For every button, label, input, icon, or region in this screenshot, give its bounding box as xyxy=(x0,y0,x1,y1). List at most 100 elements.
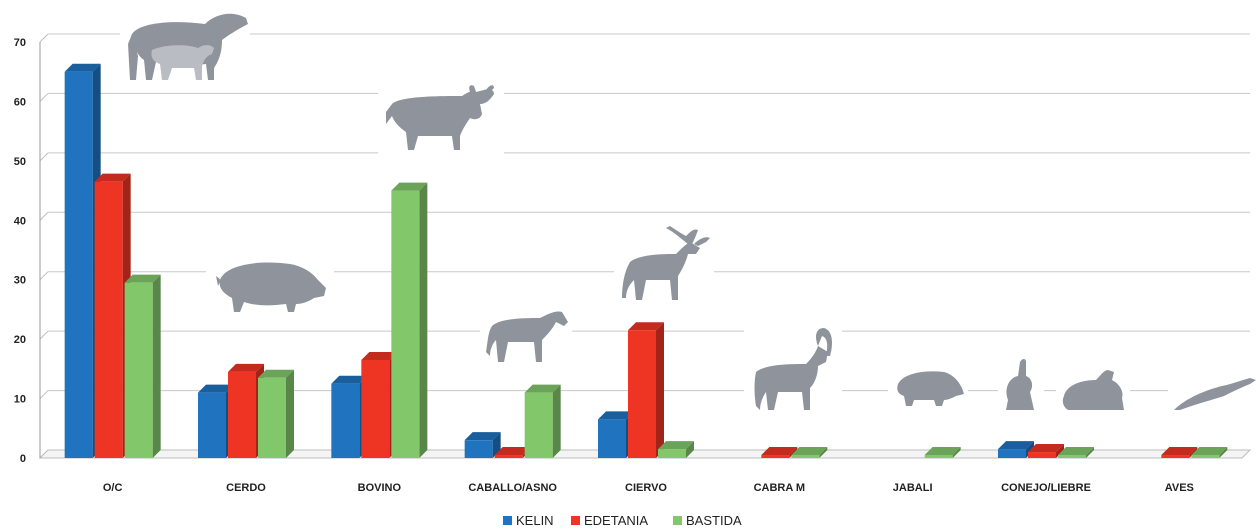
legend-item-bastida: BASTIDA xyxy=(673,513,742,528)
bar-front xyxy=(998,449,1026,458)
bar-top xyxy=(1028,444,1064,453)
bar-front xyxy=(1191,455,1220,458)
bar-side xyxy=(1086,447,1094,458)
hare-icon xyxy=(998,356,1044,414)
y-tick-label: 30 xyxy=(14,275,26,287)
bar-top xyxy=(598,411,634,420)
x-category-label: CABRA M xyxy=(754,482,806,494)
bar-top xyxy=(64,63,101,72)
bull-icon xyxy=(378,82,504,154)
bar-front xyxy=(1161,455,1190,458)
legend-swatch xyxy=(571,516,580,525)
gridline-diag xyxy=(39,211,49,221)
bar-front xyxy=(464,440,493,458)
x-category-label: AVES xyxy=(1165,482,1194,494)
bar-bastida-3 xyxy=(524,384,561,458)
bar-top xyxy=(494,447,531,456)
bar-front xyxy=(524,392,553,458)
x-category-label: O/C xyxy=(103,482,123,494)
bar-top xyxy=(391,182,428,191)
bar-bastida-6 xyxy=(924,447,961,458)
bar-side xyxy=(552,384,561,458)
bar-bastida-0 xyxy=(124,274,161,458)
bar-top xyxy=(1161,447,1198,456)
bar-bastida-7 xyxy=(1058,447,1094,458)
bar-front xyxy=(1058,455,1086,458)
legend-swatch xyxy=(673,516,682,525)
y-tick-label: 10 xyxy=(14,394,26,406)
y-tick-label: 0 xyxy=(20,453,26,465)
bar-side xyxy=(152,274,161,458)
y-tick-label: 50 xyxy=(14,156,26,168)
legend-label: KELIN xyxy=(516,513,554,528)
bar-side xyxy=(286,369,294,458)
bar-side xyxy=(819,447,828,458)
bar-front xyxy=(124,282,153,458)
bar-top xyxy=(791,447,828,456)
gridline-diag xyxy=(39,390,49,399)
legend-item-kelin: KELIN xyxy=(503,513,554,528)
gridline-diag xyxy=(39,271,49,281)
gridline-diag xyxy=(39,33,49,43)
bar-top xyxy=(331,375,368,384)
bar-front xyxy=(94,181,123,458)
bar-front xyxy=(494,455,523,458)
bar-front xyxy=(361,359,390,458)
legend-label: BASTIDA xyxy=(686,513,742,528)
bar-edetania-4 xyxy=(628,322,664,458)
bar-front xyxy=(64,71,93,458)
boar-icon xyxy=(888,366,968,410)
bar-front xyxy=(628,330,656,458)
bar-top xyxy=(361,351,398,360)
bar-front xyxy=(198,392,226,458)
bird-icon xyxy=(1168,372,1256,416)
bar-top xyxy=(228,363,264,372)
bar-front xyxy=(228,371,256,458)
bar-front xyxy=(331,383,360,458)
bar-bastida-1 xyxy=(258,369,294,458)
bar-front xyxy=(924,455,953,458)
y-tick-label: 70 xyxy=(14,37,26,49)
animal-icons xyxy=(120,13,1256,416)
bar-top xyxy=(998,441,1034,450)
horse-icon xyxy=(480,304,572,368)
legend-swatch xyxy=(503,516,512,525)
x-category-label: CONEJO/LIEBRE xyxy=(1001,482,1091,494)
legend-label: EDETANIA xyxy=(584,513,648,528)
bar-top xyxy=(124,274,161,283)
bar-side xyxy=(952,447,961,458)
bar-bastida-4 xyxy=(658,441,694,458)
y-tick-label: 40 xyxy=(14,215,26,227)
legend-item-edetania: EDETANIA xyxy=(571,513,648,528)
bar-front xyxy=(761,455,790,458)
bar-top xyxy=(761,447,798,456)
y-tick-label: 20 xyxy=(14,334,26,346)
rabbit-icon xyxy=(1056,364,1130,414)
gridline-diag xyxy=(39,93,49,102)
bar-side xyxy=(1219,447,1228,458)
bar-kelin-3 xyxy=(464,432,501,458)
x-category-label: CERDO xyxy=(226,482,266,494)
bar-front xyxy=(391,190,420,459)
bar-side xyxy=(656,322,664,458)
bar-bastida-5 xyxy=(791,447,828,458)
bar-front xyxy=(658,449,686,458)
bar-side xyxy=(686,441,694,458)
sheep-goat-icon xyxy=(120,13,250,84)
bar-front xyxy=(1028,452,1056,458)
pig-icon xyxy=(206,256,334,324)
bar-front xyxy=(598,419,626,458)
ibex-icon xyxy=(744,322,842,416)
legend: KELIN EDETANIA BASTIDA xyxy=(503,513,742,528)
bar-top xyxy=(94,173,131,182)
deer-icon xyxy=(614,224,714,310)
bar-top xyxy=(924,447,961,456)
bar-side xyxy=(1056,444,1064,458)
bar-top xyxy=(464,432,501,441)
gridline-diag xyxy=(39,330,49,340)
x-category-label: BOVINO xyxy=(358,482,402,494)
bar-front xyxy=(791,455,820,458)
bars xyxy=(64,63,1228,459)
bar-top xyxy=(524,384,561,393)
bar-side xyxy=(419,182,428,459)
